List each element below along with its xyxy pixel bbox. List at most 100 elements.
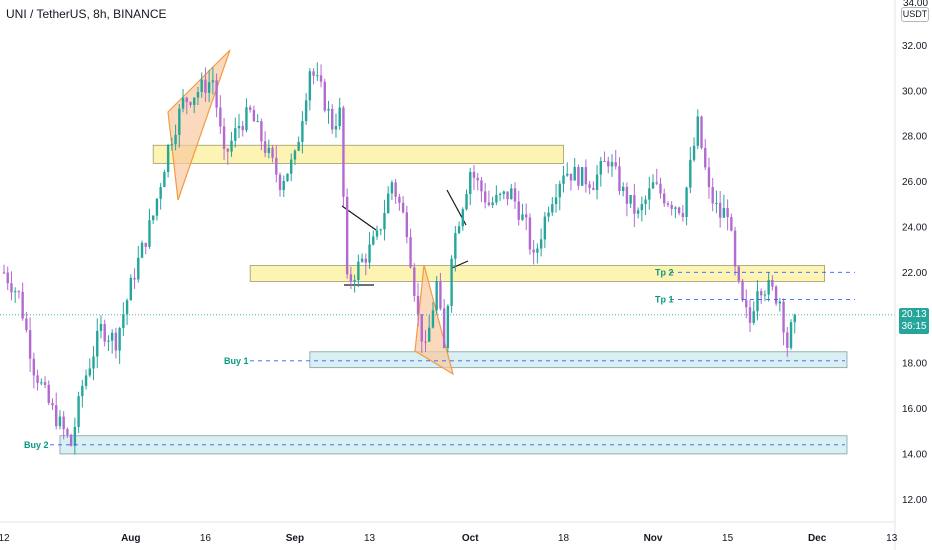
candle-body bbox=[144, 242, 147, 247]
candle-body bbox=[271, 147, 274, 158]
candle-body bbox=[566, 173, 569, 176]
candle-body bbox=[170, 144, 174, 146]
candle-body bbox=[599, 161, 602, 175]
candle-body bbox=[398, 196, 401, 203]
candle-body bbox=[551, 204, 554, 213]
candle-body bbox=[155, 198, 159, 216]
candle-body bbox=[767, 280, 770, 295]
candle-body bbox=[461, 209, 464, 227]
candle-body bbox=[256, 121, 259, 123]
candle-body bbox=[226, 148, 229, 152]
candle-body bbox=[234, 128, 237, 141]
candle-body bbox=[562, 175, 565, 184]
time-tick-label: Nov bbox=[644, 533, 663, 544]
candle-body bbox=[793, 314, 796, 323]
candle-body bbox=[219, 107, 222, 127]
candle-body bbox=[286, 173, 289, 181]
candle-body bbox=[110, 332, 114, 341]
candle-body bbox=[47, 384, 50, 404]
candle-body bbox=[215, 80, 218, 108]
candle-body bbox=[394, 182, 397, 197]
candle-body bbox=[43, 382, 47, 385]
candle-body bbox=[625, 186, 629, 204]
candle-body bbox=[32, 358, 36, 376]
candle-body bbox=[290, 159, 293, 174]
candle-body bbox=[648, 188, 651, 200]
bar-countdown: 36:15 bbox=[901, 321, 927, 332]
candle-body bbox=[241, 125, 244, 131]
candle-body bbox=[390, 182, 394, 194]
candle-body bbox=[357, 261, 360, 281]
candle-body bbox=[558, 183, 561, 198]
candle-body bbox=[345, 196, 349, 275]
candle-body bbox=[21, 291, 24, 319]
candle-body bbox=[618, 166, 621, 192]
time-tick-label: 15 bbox=[722, 533, 734, 544]
time-tick-label: 13 bbox=[364, 533, 376, 544]
price-tick-label: 30.00 bbox=[902, 86, 927, 97]
candle-body bbox=[6, 272, 9, 284]
candle-body bbox=[353, 280, 356, 282]
price-tick-label: 32.00 bbox=[902, 41, 927, 52]
candle-body bbox=[230, 140, 233, 152]
candle-body bbox=[174, 134, 177, 145]
candle-body bbox=[222, 126, 226, 149]
candle-body bbox=[304, 100, 308, 122]
candle-body bbox=[386, 193, 390, 214]
candle-body bbox=[636, 210, 640, 214]
candle-body bbox=[789, 322, 793, 348]
candles-layer bbox=[2, 62, 796, 455]
candle-body bbox=[685, 187, 688, 218]
candle-body bbox=[674, 207, 677, 209]
candle-body bbox=[267, 147, 271, 153]
candle-body bbox=[577, 166, 580, 186]
candle-body bbox=[77, 396, 80, 427]
levels-layer: Tp 2 Tp 1 Buy 1 Buy 2 bbox=[0, 267, 895, 450]
time-tick-label: 16 bbox=[200, 533, 212, 544]
candle-body bbox=[446, 305, 450, 349]
candle-body bbox=[439, 281, 442, 309]
candle-body bbox=[81, 385, 84, 397]
candle-body bbox=[454, 233, 457, 259]
candle-body bbox=[722, 208, 726, 218]
candle-body bbox=[614, 162, 617, 167]
candle-body bbox=[502, 191, 506, 194]
candle-body bbox=[752, 311, 755, 323]
candle-body bbox=[696, 116, 699, 146]
candle-body bbox=[338, 107, 341, 127]
candle-body bbox=[521, 214, 524, 220]
zone-box-1 bbox=[152, 144, 564, 164]
candle-body bbox=[442, 308, 446, 349]
candle-body bbox=[741, 280, 744, 301]
candle-body bbox=[275, 157, 278, 175]
candle-body bbox=[312, 71, 315, 76]
candle-body bbox=[125, 300, 129, 315]
candle-body bbox=[517, 201, 520, 220]
candle-body bbox=[513, 188, 517, 202]
candle-body bbox=[435, 281, 438, 311]
candle-body bbox=[84, 375, 88, 386]
time-tick-label: Sep bbox=[286, 533, 304, 544]
tp2-label: Tp 2 bbox=[655, 267, 674, 277]
candle-body bbox=[148, 220, 151, 247]
currency-unit-label[interactable]: USDT bbox=[901, 7, 929, 22]
candle-body bbox=[588, 184, 591, 188]
price-tick-label: 12.00 bbox=[902, 495, 927, 506]
candle-body bbox=[36, 375, 39, 384]
candle-body bbox=[2, 272, 6, 274]
candle-body bbox=[379, 229, 382, 231]
candle-body bbox=[670, 204, 673, 209]
candle-body bbox=[536, 248, 539, 253]
candle-body bbox=[107, 340, 110, 342]
candle-body bbox=[569, 173, 573, 181]
candle-body bbox=[88, 368, 91, 376]
buy1-label: Buy 1 bbox=[224, 356, 249, 366]
candle-body bbox=[28, 330, 32, 359]
candle-body bbox=[122, 314, 125, 329]
candle-body bbox=[771, 280, 774, 287]
price-tick-label: 14.00 bbox=[902, 449, 927, 460]
candle-body bbox=[211, 80, 215, 83]
candle-body bbox=[704, 147, 707, 168]
candle-body bbox=[237, 125, 241, 129]
